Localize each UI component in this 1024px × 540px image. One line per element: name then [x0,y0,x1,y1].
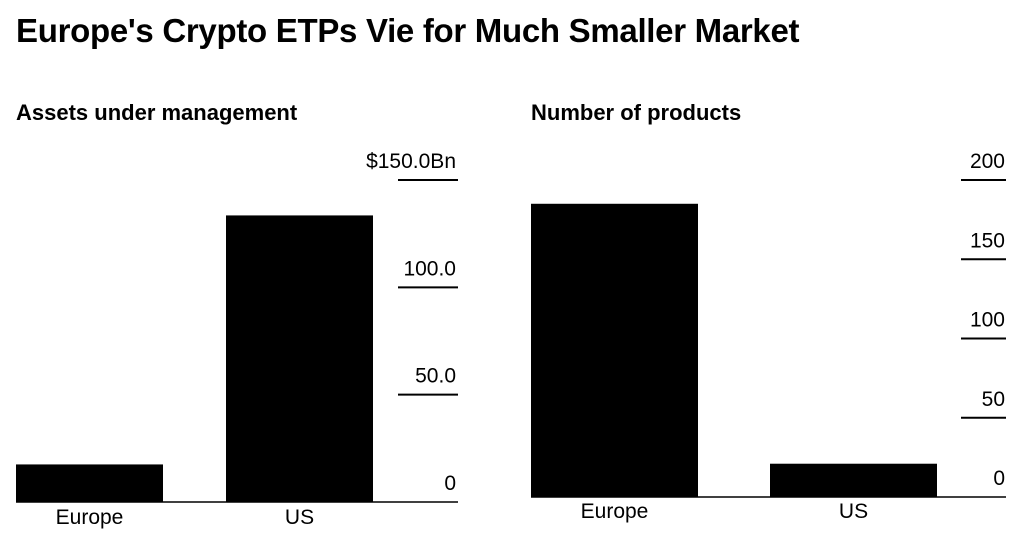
products-category-label-us: US [839,500,868,523]
products-tick-label-4: 200 [970,150,1005,173]
assets-category-label-europe: Europe [56,506,124,529]
products-tick-label-2: 100 [970,309,1005,332]
products-tick-label-0: 0 [993,467,1005,490]
page-title: Europe's Crypto ETPs Vie for Much Smalle… [16,12,800,49]
products-bar-europe [531,203,698,497]
assets-tick-label-0: 0 [444,472,456,495]
assets-tick-label-2: 100.0 [403,257,456,280]
products-tick-label-3: 150 [970,229,1005,252]
chart-title-products: Number of products [531,100,742,125]
products-tick-label-1: 50 [982,388,1005,411]
assets-category-label-us: US [285,506,314,529]
assets-tick-label-3: $150.0Bn [366,150,456,173]
products-bar-us [770,463,937,497]
assets-bar-us [226,215,373,503]
products-category-label-europe: Europe [581,500,649,523]
chart-title-assets: Assets under management [16,100,298,125]
assets-tick-label-1: 50.0 [415,365,456,388]
assets-bar-europe [16,464,163,502]
